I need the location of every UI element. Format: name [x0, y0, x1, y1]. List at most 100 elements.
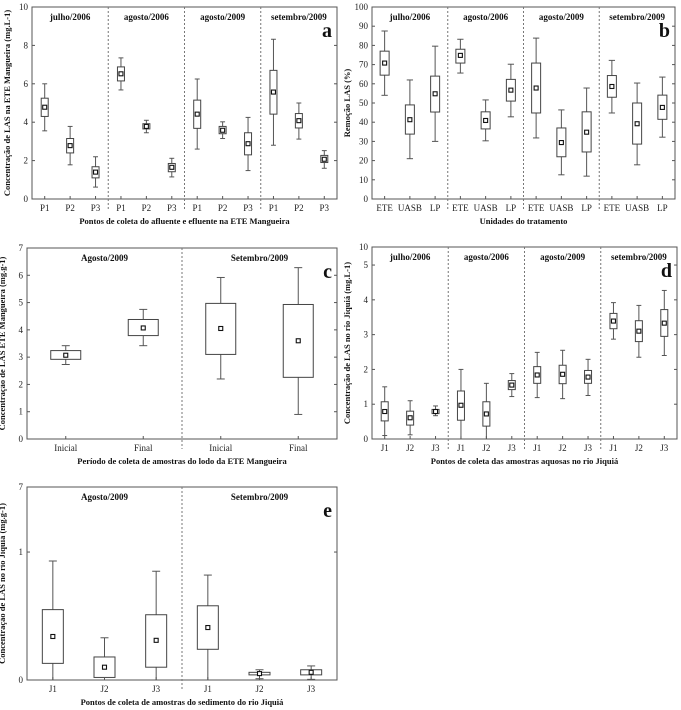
box-plot: J3: [300, 665, 323, 694]
group-1: agosto/2006 P1 P2 P3: [107, 7, 177, 213]
mean-marker: [432, 91, 438, 97]
period-label: agosto/2009: [539, 12, 585, 22]
x-tick-label: J3: [152, 684, 161, 694]
box-plot: J1: [41, 560, 64, 694]
x-axis-label: Período de coleta de amostras do lodo da…: [77, 456, 287, 466]
mean-marker: [483, 117, 489, 124]
period-label: julho/2006: [389, 12, 431, 22]
x-axis-label: Unidades do tratamento: [480, 216, 568, 226]
mean-marker: [610, 318, 617, 324]
period-label: Agosto/2009: [81, 253, 128, 263]
period-label: agosto/2009: [200, 12, 246, 22]
box-plot: P2: [218, 121, 228, 213]
box-plot: P2: [142, 119, 151, 213]
x-tick-label: J3: [307, 684, 316, 694]
x-tick-label: J1: [609, 443, 617, 453]
y-tick-label: 6: [19, 270, 24, 280]
x-tick-label: ETE: [528, 203, 545, 213]
period-label: agosto/2009: [540, 252, 586, 262]
mean-marker: [308, 669, 314, 675]
y-tick-label: 3: [19, 352, 24, 362]
group-1: agosto/2006 ETE UASB LP: [447, 7, 517, 213]
mean-marker: [140, 325, 146, 331]
mean-marker: [245, 141, 251, 147]
mean-marker: [659, 104, 665, 110]
x-tick-label: LP: [657, 203, 668, 213]
box-plot: J2: [248, 669, 271, 694]
box-plot: J2: [559, 349, 567, 453]
box-plot: P2: [65, 125, 75, 213]
x-tick-label: J1: [381, 443, 389, 453]
box-plot: J2: [482, 382, 490, 453]
x-tick-label: P1: [116, 203, 126, 213]
mean-marker: [270, 89, 277, 95]
box-plot: P1: [116, 57, 126, 213]
mean-marker: [458, 402, 464, 408]
mean-marker: [101, 664, 108, 670]
x-tick-label: J3: [508, 443, 517, 453]
group-0: julho/2006 ETE UASB LP: [376, 12, 440, 213]
y-tick-label: 6: [24, 79, 29, 89]
y-tick-label: 7: [19, 243, 24, 253]
x-tick-label: P1: [192, 203, 202, 213]
y-axis-label: Remoção LAS (%): [342, 69, 352, 138]
box-plot: ETE: [376, 30, 393, 213]
box-plot: P1: [40, 83, 50, 213]
group-2: agosto/2009 ETE UASB LP: [523, 7, 592, 213]
y-tick-label: 4: [364, 295, 369, 305]
group-1: Setembro/2009 J1 J2 J3: [181, 487, 323, 694]
y-tick-label: 10: [19, 2, 29, 12]
x-tick-label: LP: [506, 203, 517, 213]
y-tick-label: 0: [24, 194, 29, 204]
y-tick-label: 90: [359, 21, 369, 31]
box-plot: Inicial: [50, 345, 82, 453]
mean-marker: [483, 411, 489, 417]
mean-marker: [432, 408, 439, 415]
panel-a: 0 2 4 6 8 10 Concentração de LAS na ETE Mangue…: [2, 2, 338, 226]
x-tick-label: Inicial: [54, 443, 77, 453]
box-plot: UASB: [625, 82, 649, 213]
x-tick-label: Final: [289, 443, 308, 453]
group-3: setembro/2009 ETE UASB LP: [598, 7, 668, 213]
x-tick-label: J3: [584, 443, 593, 453]
box-plot: J1: [609, 302, 617, 453]
y-tick-label: 80: [359, 40, 369, 50]
x-tick-label: J2: [100, 684, 108, 694]
x-tick-label: P3: [91, 203, 101, 213]
x-tick-label: P1: [40, 203, 50, 213]
mean-marker: [220, 127, 226, 133]
x-tick-label: P2: [294, 203, 304, 213]
box-plot: UASB: [398, 79, 422, 213]
panel-letter: b: [659, 20, 670, 42]
box-plot: P3: [91, 156, 101, 213]
period-label: julho/2006: [49, 12, 91, 22]
y-tick-label: 10: [359, 175, 369, 185]
box-plot: J3: [145, 570, 168, 694]
box-plot: J2: [406, 400, 414, 453]
x-tick-label: P2: [218, 203, 228, 213]
mean-marker: [50, 633, 56, 640]
box-plot: ETE: [528, 37, 545, 213]
panel-letter: e: [323, 500, 332, 522]
y-tick-label: 8: [24, 40, 29, 50]
mean-marker: [382, 408, 388, 415]
box-plot: ETE: [604, 59, 621, 213]
period-label: Setembro/2009: [231, 492, 289, 502]
x-tick-label: Final: [134, 443, 153, 453]
mean-marker: [585, 374, 591, 380]
mean-marker: [296, 118, 302, 124]
box-plot: J2: [93, 637, 116, 694]
group-0: Agosto/2009 Inicial Final: [50, 253, 159, 453]
box-plot: P3: [243, 116, 253, 213]
box-plot: LP: [657, 76, 668, 213]
group-3: setembro/2009 J1 J2 J3: [600, 247, 669, 453]
mean-marker: [256, 671, 263, 677]
mean-marker: [558, 140, 564, 146]
x-tick-label: J2: [559, 443, 567, 453]
box-plot: P1: [269, 38, 278, 213]
group-0: julho/2006 J1 J2 J3: [381, 252, 440, 453]
mean-marker: [508, 87, 514, 93]
box-plot: J3: [432, 405, 440, 453]
mean-marker: [169, 164, 175, 170]
